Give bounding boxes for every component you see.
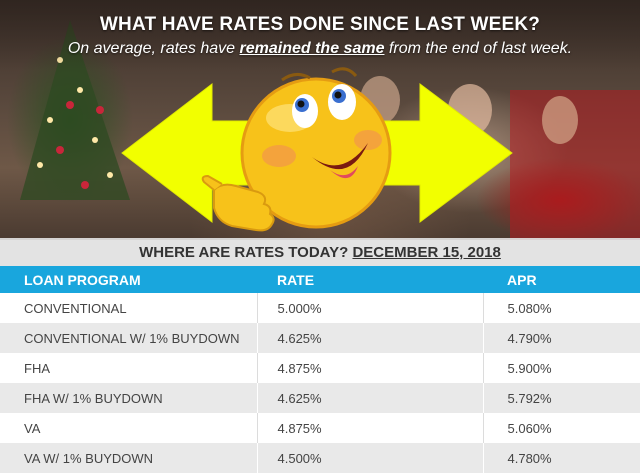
table-header-row: LOAN PROGRAM RATE APR [0, 266, 640, 293]
loan-program-cell: FHA W/ 1% BUYDOWN [0, 383, 258, 413]
table-row: FHA W/ 1% BUYDOWN 4.625% 5.792% [0, 383, 640, 413]
page-subtitle: On average, rates have remained the same… [0, 40, 640, 58]
loan-program-cell: VA [0, 413, 258, 443]
loan-program-cell: CONVENTIONAL [0, 293, 258, 323]
table-row: VA 4.875% 5.060% [0, 413, 640, 443]
column-header-rate: RATE [277, 271, 315, 288]
subtitle-text-before: On average, rates have [67, 40, 240, 57]
table-row: VA W/ 1% BUYDOWN 4.500% 4.780% [0, 443, 640, 473]
table-row: FHA 4.875% 5.900% [0, 353, 640, 383]
apr-cell: 5.080% [507, 300, 552, 316]
rates-date: DECEMBER 15, 2018 [352, 244, 501, 261]
loan-program-cell: VA W/ 1% BUYDOWN [0, 443, 258, 473]
rate-cell: 4.625% [257, 383, 484, 413]
apr-cell: 5.900% [507, 360, 552, 376]
rate-cell: 5.000% [257, 293, 484, 323]
column-header-apr: APR [507, 271, 537, 288]
apr-cell: 4.790% [507, 330, 552, 346]
loan-program-cell: FHA [0, 353, 258, 383]
rates-table: LOAN PROGRAM RATE APR CONVENTIONAL 5.000… [0, 266, 640, 473]
rate-cell: 4.875% [257, 353, 484, 383]
subtitle-emphasis: remained the same [239, 40, 385, 57]
date-banner: WHERE ARE RATES TODAY? DECEMBER 15, 2018 [0, 238, 640, 266]
smiley-emoji-icon [240, 67, 392, 229]
date-banner-label: WHERE ARE RATES TODAY? [139, 244, 353, 261]
table-row: CONVENTIONAL W/ 1% BUYDOWN 4.625% 4.790% [0, 323, 640, 353]
loan-program-cell: CONVENTIONAL W/ 1% BUYDOWN [0, 323, 258, 353]
rate-cell: 4.875% [257, 413, 484, 443]
table-row: CONVENTIONAL 5.000% 5.080% [0, 293, 640, 323]
apr-cell: 5.792% [507, 390, 552, 406]
illustration [121, 67, 513, 232]
pointing-hand-icon [201, 174, 275, 232]
column-header-loan-program: LOAN PROGRAM [24, 271, 141, 288]
apr-cell: 4.780% [507, 450, 552, 466]
apr-cell: 5.060% [507, 420, 552, 436]
page-title: WHAT HAVE RATES DONE SINCE LAST WEEK? [99, 14, 541, 35]
rate-cell: 4.500% [257, 443, 484, 473]
rate-cell: 4.625% [257, 323, 484, 353]
subtitle-text-after: from the end of last week. [384, 40, 573, 57]
hero-banner: WHAT HAVE RATES DONE SINCE LAST WEEK? On… [0, 0, 640, 240]
